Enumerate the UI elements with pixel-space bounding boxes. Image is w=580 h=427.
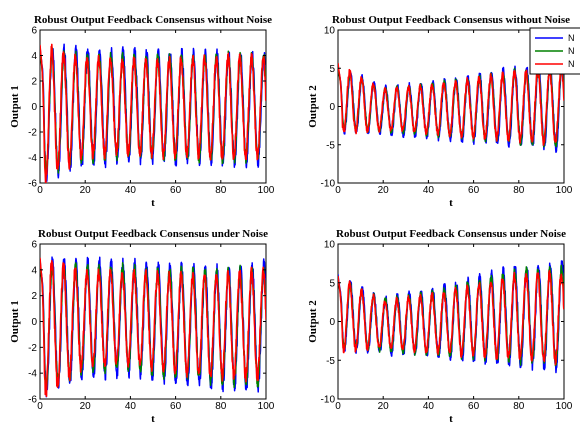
x-tick-label: 80 xyxy=(513,401,525,412)
x-tick-label: 100 xyxy=(258,401,275,412)
chart-title: Robust Output Feedback Consensus under N… xyxy=(38,228,268,240)
y-tick-label: 2 xyxy=(31,291,37,302)
y-tick-label: -6 xyxy=(28,179,37,190)
y-tick-label: 6 xyxy=(31,240,37,251)
x-tick-label: 100 xyxy=(556,185,573,196)
y-axis-label: Output 2 xyxy=(307,300,319,343)
x-tick-label: 0 xyxy=(335,401,341,412)
y-tick-label: 5 xyxy=(329,278,335,289)
series-line-3 xyxy=(338,63,564,146)
x-tick-label: 100 xyxy=(556,401,573,412)
x-tick-label: 60 xyxy=(468,401,480,412)
y-tick-label: 0 xyxy=(329,317,335,328)
legend-entry: N xyxy=(568,59,575,69)
y-tick-label: 6 xyxy=(31,26,37,37)
x-tick-label: 40 xyxy=(423,401,435,412)
series-line-3 xyxy=(40,257,266,398)
x-tick-label: 0 xyxy=(335,185,341,196)
x-tick-label: 60 xyxy=(170,401,182,412)
x-tick-label: 40 xyxy=(423,185,435,196)
y-tick-label: 4 xyxy=(31,265,37,276)
y-tick-label: 10 xyxy=(324,26,336,37)
x-tick-label: 20 xyxy=(378,185,390,196)
x-tick-label: 20 xyxy=(80,401,92,412)
x-axis-label: t xyxy=(449,413,453,425)
legend-entry: N xyxy=(568,33,575,43)
y-tick-label: 5 xyxy=(329,64,335,75)
x-tick-label: 0 xyxy=(37,401,43,412)
chart-title: Robust Output Feedback Consensus without… xyxy=(34,14,272,26)
x-tick-label: 80 xyxy=(215,185,227,196)
legend: NNN xyxy=(529,27,580,75)
y-tick-label: -5 xyxy=(326,140,335,151)
y-tick-label: 0 xyxy=(31,317,37,328)
y-tick-label: -10 xyxy=(321,179,336,190)
y-tick-label: 0 xyxy=(329,102,335,113)
y-tick-label: -2 xyxy=(28,128,37,139)
x-axis-label: t xyxy=(151,197,155,209)
y-tick-label: 2 xyxy=(31,77,37,88)
x-tick-label: 40 xyxy=(125,185,137,196)
y-tick-label: -2 xyxy=(28,343,37,354)
x-tick-label: 100 xyxy=(258,185,275,196)
y-tick-label: 0 xyxy=(31,102,37,113)
x-tick-label: 80 xyxy=(513,185,525,196)
y-axis-label: Output 1 xyxy=(9,85,21,128)
x-tick-label: 60 xyxy=(170,185,182,196)
x-tick-label: 20 xyxy=(80,185,92,196)
y-tick-label: 10 xyxy=(324,240,336,251)
chart-title: Robust Output Feedback Consensus without… xyxy=(332,14,570,26)
series-line-3 xyxy=(40,43,266,183)
x-axis-label: t xyxy=(449,197,453,209)
y-tick-label: -4 xyxy=(28,369,37,380)
x-tick-label: 40 xyxy=(125,401,137,412)
y-tick-label: -6 xyxy=(28,395,37,406)
chart-title: Robust Output Feedback Consensus under N… xyxy=(336,228,566,240)
y-tick-label: -4 xyxy=(28,153,37,164)
x-tick-label: 80 xyxy=(215,401,227,412)
series-line-3 xyxy=(338,269,564,366)
y-axis-label: Output 1 xyxy=(9,300,21,343)
y-tick-label: -5 xyxy=(326,356,335,367)
y-tick-label: 4 xyxy=(31,51,37,62)
x-tick-label: 0 xyxy=(37,185,43,196)
y-axis-label: Output 2 xyxy=(307,85,319,128)
x-axis-label: t xyxy=(151,413,155,425)
y-tick-label: -10 xyxy=(321,395,336,406)
legend-entry: N xyxy=(568,46,575,56)
x-tick-label: 60 xyxy=(468,185,480,196)
x-tick-label: 20 xyxy=(378,401,390,412)
